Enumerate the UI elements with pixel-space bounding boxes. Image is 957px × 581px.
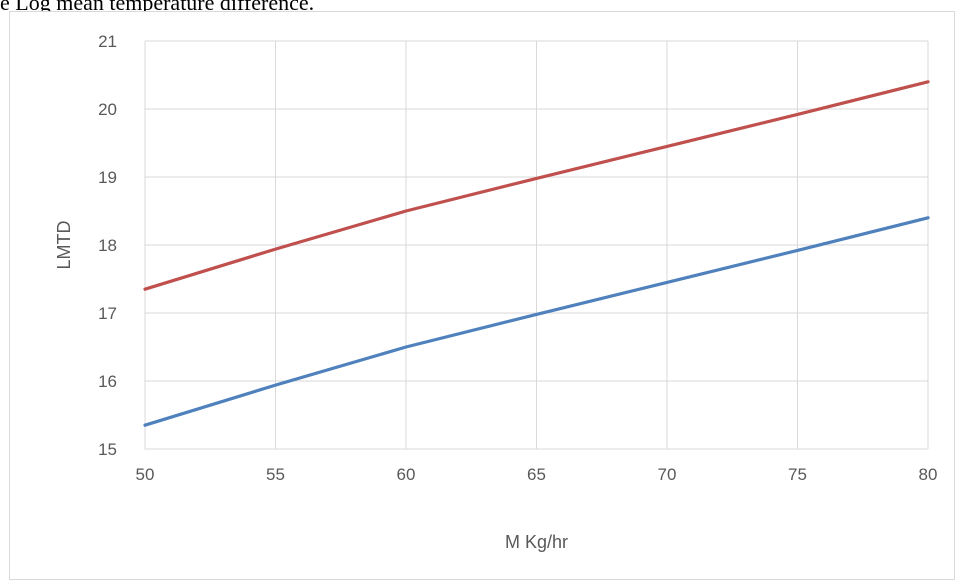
series-line-1 (143, 80, 930, 291)
y-tick-label: 21 (98, 32, 117, 51)
series-line-2 (143, 216, 930, 427)
y-tick-label: 19 (98, 168, 117, 187)
y-tick-label: 20 (98, 100, 117, 119)
x-tick-label: 75 (788, 465, 807, 484)
x-tick-label: 60 (397, 465, 416, 484)
y-tick-label: 16 (98, 372, 117, 391)
y-tick-label: 15 (98, 440, 117, 459)
x-tick-label: 70 (658, 465, 677, 484)
series-lines (143, 80, 930, 427)
y-tick-label: 18 (98, 236, 117, 255)
tick-labels: 50 55 60 65 70 75 80 15 16 17 18 19 20 21 (98, 32, 937, 484)
y-tick-label: 17 (98, 304, 117, 323)
y-axis-title: LMTD (54, 221, 74, 270)
x-axis-title: M Kg/hr (505, 532, 568, 552)
x-tick-label: 80 (919, 465, 938, 484)
x-tick-label: 65 (527, 465, 546, 484)
x-tick-label: 50 (136, 465, 155, 484)
x-tick-label: 55 (266, 465, 285, 484)
